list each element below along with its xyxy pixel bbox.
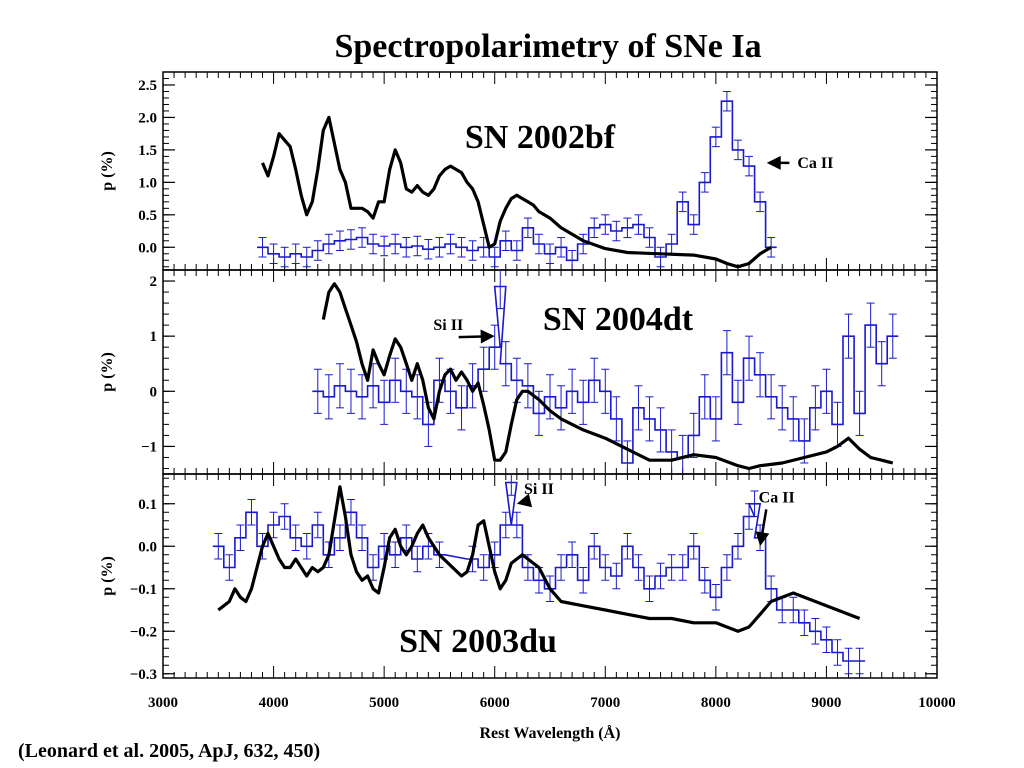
- panel-2: −0.3 −0.2 −0.1 0.0 0.1 p (%) SN 2003du Si II Ca …: [99, 473, 938, 683]
- y-tick-label: 2.5: [138, 78, 157, 94]
- x-tick-label: 4000: [259, 695, 289, 711]
- panel-plot-area: [312, 270, 899, 474]
- y-tick-label: 0.1: [138, 497, 157, 513]
- y-tick-label: −0.1: [130, 582, 157, 598]
- y-axis-label: p (%): [99, 151, 116, 191]
- x-tick-label: 7000: [590, 695, 620, 711]
- panel-plot-area: [257, 90, 777, 270]
- x-tick-label: 10000: [918, 695, 956, 711]
- x-tick-label: 3000: [148, 695, 178, 711]
- citation: (Leonard et al. 2005, ApJ, 632, 450): [18, 740, 320, 762]
- panel-title: SN 2002bf: [465, 119, 616, 156]
- x-tick-label: 6000: [480, 695, 510, 711]
- y-tick-label: 0.5: [138, 208, 157, 224]
- y-tick-label: −1: [141, 439, 157, 455]
- panel-1: −1 0 1 2 p (%) SN 2004dt Si II: [99, 269, 938, 475]
- y-tick-label: −0.3: [130, 667, 157, 683]
- y-tick-label: 1: [150, 329, 158, 345]
- annotation-arrow: [458, 335, 483, 339]
- panel-title: SN 2004dt: [543, 301, 694, 338]
- x-axis-label: Rest Wavelength (Å): [479, 724, 620, 742]
- annotation-arrowhead: [766, 155, 781, 170]
- y-tick-label: 1.5: [138, 143, 157, 159]
- annotation-label: Ca II: [797, 155, 833, 172]
- flux-series: [261, 115, 772, 269]
- y-tick-label: 2: [150, 274, 158, 290]
- annotation-arrow: [760, 509, 768, 535]
- y-tick-label: 2.0: [138, 110, 157, 126]
- y-axis-label: p (%): [99, 556, 116, 596]
- annotation-label: Si II: [524, 481, 554, 498]
- annotation-arrowhead: [516, 493, 533, 508]
- annotation-arrowhead: [480, 329, 495, 344]
- panels-group: 0.0 0.5 1.0 1.5 2.0 2.5 p (%) SN 2002bf Ca II −1 0…: [99, 71, 956, 711]
- panel-plot-area: [212, 474, 866, 675]
- polarization-series: [312, 285, 899, 464]
- panel-title: SN 2003du: [399, 623, 557, 660]
- y-tick-label: 0: [150, 384, 158, 400]
- y-tick-label: −0.2: [130, 624, 157, 640]
- x-tick-label: 8000: [701, 695, 731, 711]
- y-tick-label: 0.0: [138, 240, 157, 256]
- flux-series: [321, 282, 894, 471]
- annotation-label: Ca II: [759, 489, 795, 506]
- y-axis-label: p (%): [99, 352, 116, 392]
- annotation-label: Si II: [433, 317, 463, 334]
- figure-title: Spectropolarimetry of SNe Ia: [334, 28, 761, 65]
- y-tick-label: 0.0: [138, 539, 157, 555]
- annotation-arrowhead: [755, 531, 770, 547]
- x-tick-label: 9000: [811, 695, 841, 711]
- y-tick-label: 1.0: [138, 175, 157, 191]
- flux-series: [217, 485, 861, 633]
- panel-0: 0.0 0.5 1.0 1.5 2.0 2.5 p (%) SN 2002bf Ca II: [99, 71, 938, 271]
- x-tick-label: 5000: [369, 695, 399, 711]
